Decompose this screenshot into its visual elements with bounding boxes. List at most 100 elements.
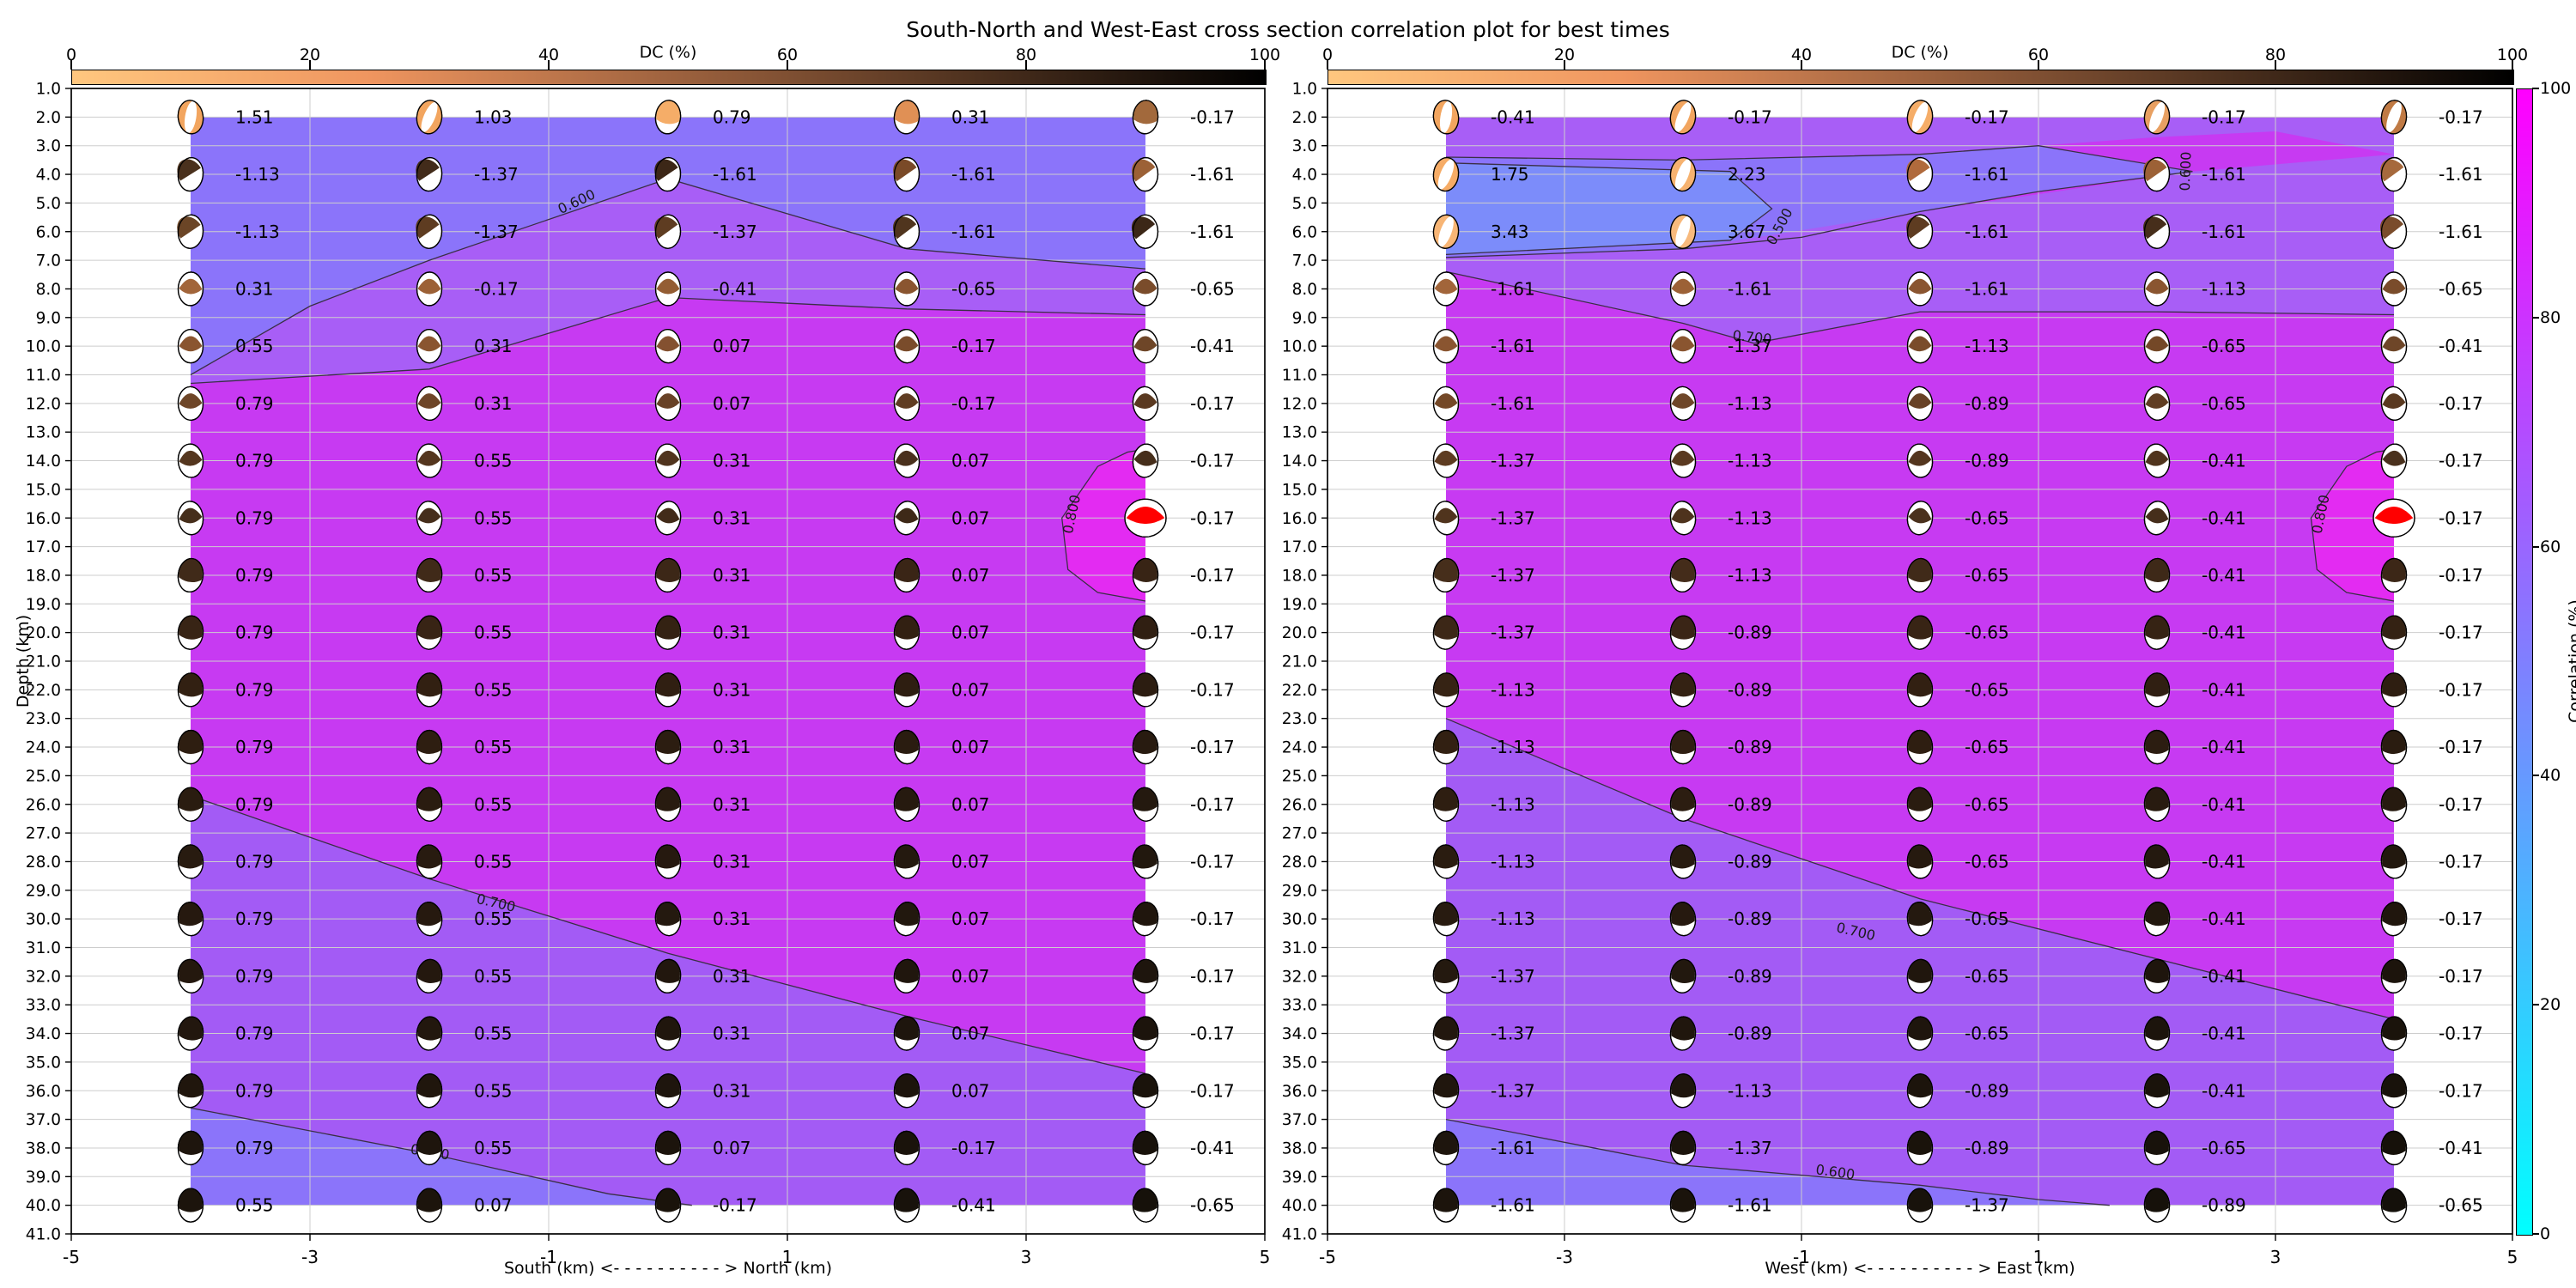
y-tick-label: 16.0 [1282,510,1317,528]
beachball [1132,844,1159,879]
beachball [2380,156,2408,192]
beachball [2143,787,2171,822]
correlation-colorbar-label: Correlation (%) [2566,599,2576,723]
correlation-value: -0.17 [951,1138,996,1158]
beachball [893,615,920,650]
correlation-value: -0.65 [1965,679,2009,700]
beachball [2379,214,2408,249]
correlation-value: -0.65 [1965,565,2009,586]
y-tick-label: 1.0 [1292,81,1317,99]
correlation-value: -0.89 [1728,679,1772,700]
correlation-value: -0.89 [1728,908,1772,929]
y-tick-label: 2.0 [1292,109,1317,127]
correlation-value: -0.65 [1965,794,2009,815]
correlation-value: -0.17 [1190,507,1235,528]
beachball [177,844,204,879]
y-tick-label: 6.0 [1292,223,1317,241]
correlation-value: 0.07 [951,679,990,700]
beachball [893,729,920,765]
axis-ticks: 1.0 2.0 3.0 4.0 5.0 6.0 7.0 8.0 9.0 10.0 11.0 12.0 1… [1282,81,2518,1268]
y-tick-label: 37.0 [26,1111,61,1129]
beachball [416,672,443,708]
correlation-value: 0.07 [951,623,990,643]
y-tick-label: 32.0 [26,968,61,986]
correlation-value: -0.17 [2439,565,2483,586]
y-tick-label: 36.0 [1282,1083,1317,1101]
beachball [2380,902,2408,937]
beachball [416,958,443,993]
beachball [654,214,682,249]
y-tick-label: 1.0 [36,81,61,99]
correlation-value: -0.65 [2202,1138,2246,1158]
x-axis-label-south-north: South (km) <- - - - - - - - - - > North … [504,1259,832,1278]
y-tick-label: 2.0 [36,109,61,127]
dc-colorbar-tick-label: 20 [299,46,321,64]
correlation-value: 0.07 [951,794,990,815]
beachball [2143,214,2171,249]
beachball [2372,498,2415,538]
beachball [177,1130,204,1166]
correlation-value: -0.17 [1190,679,1235,700]
correlation-value: -0.41 [2202,1080,2246,1101]
correlation-value: 0.55 [474,451,513,471]
beachball [1906,443,1934,478]
correlation-value: 0.79 [235,451,274,471]
beachball [2380,1188,2408,1223]
beachball [1669,214,1697,249]
correlation-value: -0.17 [951,336,996,356]
beachball [654,958,682,993]
correlation-value: -0.17 [1190,1024,1235,1044]
beachball [654,844,682,879]
y-tick-label: 21.0 [1282,653,1317,671]
correlation-value: -1.13 [1728,393,1772,414]
correlation-value: -0.17 [1190,106,1235,127]
x-tick-label: -1 [540,1247,557,1267]
correlation-value: 0.07 [474,1195,513,1216]
dc-colorbar-tick-label: 40 [1790,46,1813,64]
correlation-value: -1.61 [1728,1195,1772,1216]
correlation-value: -0.17 [2439,1024,2483,1044]
y-tick-label: 3.0 [1292,137,1317,155]
correlation-colorbar-tick-label: 100 [2540,79,2572,98]
correlation-value: 0.31 [713,507,751,528]
y-tick-label: 14.0 [1282,453,1317,471]
correlation-value: -1.13 [1491,908,1535,929]
dc-colorbar-tick [309,60,311,70]
beachball [416,271,443,307]
beachball [1906,1016,1934,1051]
y-tick-label: 28.0 [26,854,61,872]
beachball [2380,958,2408,993]
correlation-colorbar-tick-label: 60 [2540,537,2561,556]
dc-colorbar-tick-label: 0 [65,46,77,64]
beachball [2143,958,2171,993]
dc-colorbar-tick-label: 40 [538,46,560,64]
correlation-value: -0.41 [2202,1024,2246,1044]
y-tick-label: 35.0 [1282,1054,1317,1072]
y-tick-label: 25.0 [1282,768,1317,786]
y-tick-label: 17.0 [26,538,61,556]
beachball [177,328,204,364]
correlation-value: -0.65 [1965,737,2009,757]
correlation-value: 0.79 [235,794,274,815]
gridlines [1327,88,2512,1235]
correlation-colorbar-tick [2532,316,2539,319]
correlation-value: -1.61 [1965,164,2009,185]
y-tick-label: 8.0 [1292,281,1317,299]
beachball [1432,844,1460,879]
correlation-value: 0.07 [951,507,990,528]
dc-colorbar-tick-label: 80 [1015,46,1037,64]
y-tick-label: 31.0 [1282,939,1317,957]
correlation-value: -1.37 [1728,1138,1772,1158]
y-tick-label: 20.0 [26,624,61,642]
beachball [2143,386,2171,421]
correlation-value: 0.79 [235,565,274,586]
beachball [1132,958,1159,993]
correlation-value: -0.65 [1190,278,1235,299]
contour-lines [1445,145,2395,1206]
y-tick-label: 12.0 [1282,395,1317,413]
dc-colorbar-tick-label: 80 [2264,46,2287,64]
correlation-value: 0.07 [951,451,990,471]
correlation-value: -0.89 [1728,1024,1772,1044]
correlation-value: 0.31 [713,1080,751,1101]
beachball [1132,329,1159,364]
